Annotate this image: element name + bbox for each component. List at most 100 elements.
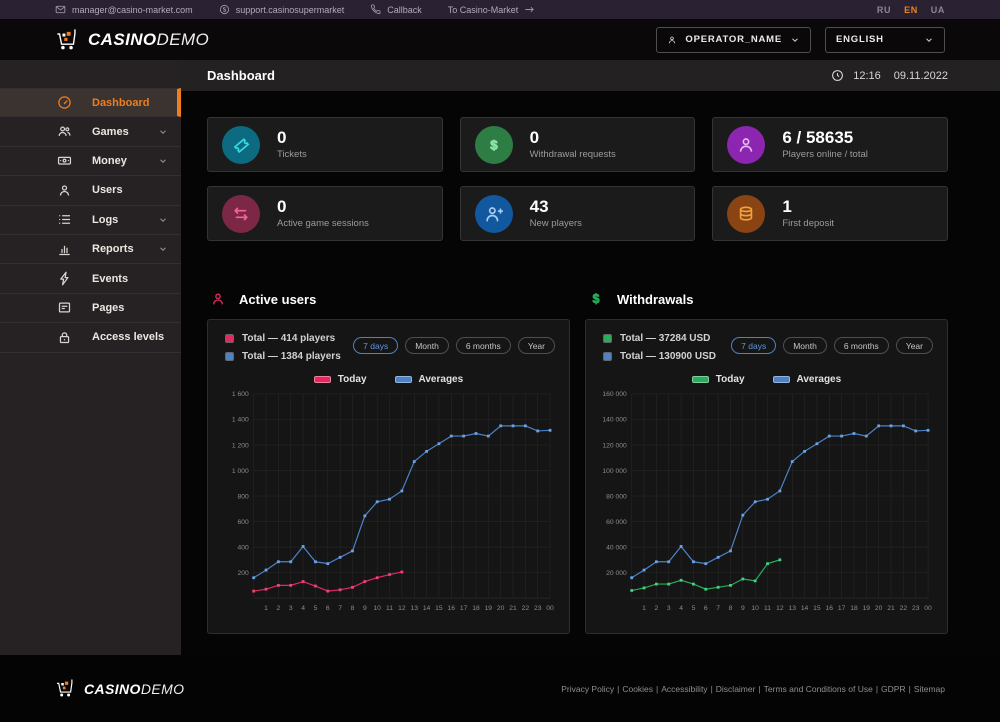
- sidebar-item-users[interactable]: Users: [0, 176, 181, 206]
- operator-select[interactable]: OPERATOR_NAME: [656, 26, 811, 53]
- range-year-button[interactable]: Year: [895, 337, 933, 354]
- svg-text:200: 200: [237, 570, 248, 577]
- sidebar-item-pages[interactable]: Pages: [0, 294, 181, 324]
- stat-texts: 43 New players: [529, 196, 582, 230]
- dollar-icon-circle: $: [474, 125, 513, 164]
- sidebar-item-money[interactable]: Money: [0, 147, 181, 177]
- lock-icon: [59, 332, 70, 343]
- svg-text:4: 4: [679, 605, 683, 612]
- lang-ru[interactable]: RU: [876, 4, 892, 15]
- player-icon: [740, 137, 753, 152]
- total-row-today: Total — 414 players: [225, 333, 557, 344]
- user-plus-icon-circle: [474, 194, 513, 233]
- page-header: Dashboard 12:16 09.11.2022: [181, 60, 1000, 91]
- range-year-button[interactable]: Year: [517, 337, 555, 354]
- svg-text:2: 2: [277, 605, 281, 612]
- operator-user-icon: [669, 36, 676, 43]
- range-7-days-button[interactable]: 7 days: [731, 337, 777, 354]
- logo-bold: CASINO: [88, 29, 157, 49]
- sidebar-item-label: Reports: [92, 243, 134, 256]
- footer-link[interactable]: GDPR: [881, 683, 906, 694]
- range-6-months-button[interactable]: 6 months: [455, 337, 511, 354]
- svg-text:80 000: 80 000: [606, 493, 627, 500]
- stat-value: 0: [277, 196, 287, 216]
- sidebar-item-label: Dashboard: [92, 96, 150, 109]
- footer-link[interactable]: Disclaimer: [715, 683, 756, 694]
- range-6-months-button[interactable]: 6 months: [833, 337, 889, 354]
- footer-link[interactable]: Cookies: [622, 683, 654, 694]
- topbar: manager@casino-market.com support.casino…: [0, 0, 1000, 19]
- sidebar-item-events[interactable]: Events: [0, 264, 181, 294]
- stat-value: 0: [529, 127, 540, 147]
- averages-swatch: [603, 352, 612, 361]
- logo-light: DEMO: [140, 680, 185, 697]
- today-legend-swatch: [691, 376, 709, 383]
- stat-label: New players: [529, 218, 582, 230]
- email-link[interactable]: manager@casino-market.com: [55, 4, 193, 15]
- range-7-days-button[interactable]: 7 days: [353, 337, 399, 354]
- stat-value: 43: [529, 196, 549, 216]
- sidebar-item-games[interactable]: Games: [0, 117, 181, 147]
- language-select[interactable]: ENGLISH: [825, 26, 945, 53]
- skype-link[interactable]: support.casinosupermarket: [219, 4, 344, 15]
- svg-text:12: 12: [776, 605, 784, 612]
- svg-text:60 000: 60 000: [606, 519, 627, 526]
- gauge-icon: [58, 96, 71, 109]
- sidebar-item-access-levels[interactable]: Access levels: [0, 323, 181, 353]
- chevron-down-icon: [160, 129, 166, 134]
- svg-text:40 000: 40 000: [606, 544, 627, 551]
- footer-link[interactable]: Accessibility: [661, 683, 708, 694]
- footer: CASINODEMO Privacy Policy | Cookies | Access…: [0, 655, 1000, 722]
- chart-totals: Total — 37284 USD Total — 130900 USD: [598, 333, 935, 362]
- sidebar-item-logs[interactable]: Logs: [0, 206, 181, 235]
- sidebar-item-dashboard[interactable]: Dashboard: [0, 88, 181, 118]
- casino-market-link[interactable]: To Casino-Market: [448, 4, 536, 15]
- svg-text:16: 16: [826, 605, 834, 612]
- legend-label: Averages: [418, 374, 464, 385]
- total-text: Total — 414 players: [242, 333, 336, 344]
- lang-ua[interactable]: UA: [930, 4, 945, 15]
- callback-link[interactable]: Callback: [370, 4, 422, 15]
- phone-icon: [371, 4, 381, 15]
- stat-value: 1: [782, 196, 792, 216]
- svg-text:00: 00: [546, 605, 554, 612]
- stat-texts: 0 Withdrawal requests: [529, 127, 616, 160]
- footer-link[interactable]: Privacy Policy: [561, 683, 615, 694]
- range-month-button[interactable]: Month: [783, 337, 827, 354]
- charts-row: Active users Total — 414 players T: [207, 291, 948, 634]
- range-buttons: 7 days Month 6 months Year: [353, 337, 555, 354]
- ticket-icon: [233, 137, 250, 153]
- svg-text:21: 21: [509, 605, 517, 612]
- svg-text:19: 19: [863, 605, 871, 612]
- stat-label: Tickets: [277, 149, 307, 161]
- page-icon: [58, 302, 71, 313]
- svg-text:9: 9: [741, 605, 745, 612]
- footer-link[interactable]: Sitemap: [913, 683, 945, 694]
- logo-bold: CASINO: [84, 680, 141, 697]
- svg-text:12: 12: [398, 605, 406, 612]
- withdrawals-card: Total — 37284 USD Total — 130900 USD 7 d…: [585, 319, 948, 634]
- svg-text:21: 21: [887, 605, 895, 612]
- footer-link[interactable]: Terms and Conditions of Use: [763, 683, 873, 694]
- svg-text:19: 19: [485, 605, 493, 612]
- svg-text:23: 23: [912, 605, 920, 612]
- sidebar-item-reports[interactable]: Reports: [0, 235, 181, 265]
- chart-totals: Total — 414 players Total — 1384 players: [220, 333, 557, 362]
- range-month-button[interactable]: Month: [405, 337, 449, 354]
- svg-text:5: 5: [314, 605, 318, 612]
- header-controls: OPERATOR_NAME ENGLISH: [656, 26, 945, 53]
- lang-en[interactable]: EN: [904, 4, 918, 15]
- section-title-text: Active users: [239, 291, 317, 307]
- callback-text: Callback: [387, 4, 422, 15]
- svg-text:10: 10: [751, 605, 759, 612]
- casino-market-text: To Casino-Market: [447, 4, 519, 15]
- stat-card-first-deposit: 1 First deposit: [712, 186, 948, 241]
- cart-logo-icon: [56, 679, 73, 697]
- sidebar-item-label: Logs: [92, 213, 119, 226]
- footer-logo-text: CASINODEMO: [84, 681, 184, 697]
- stat-card-withdrawal-requests: $ 0 Withdrawal requests: [459, 117, 696, 172]
- sidebar: Dashboard Games Money Users Logs: [0, 60, 181, 655]
- email-text: manager@casino-market.com: [72, 4, 193, 15]
- svg-text:$: $: [490, 137, 498, 152]
